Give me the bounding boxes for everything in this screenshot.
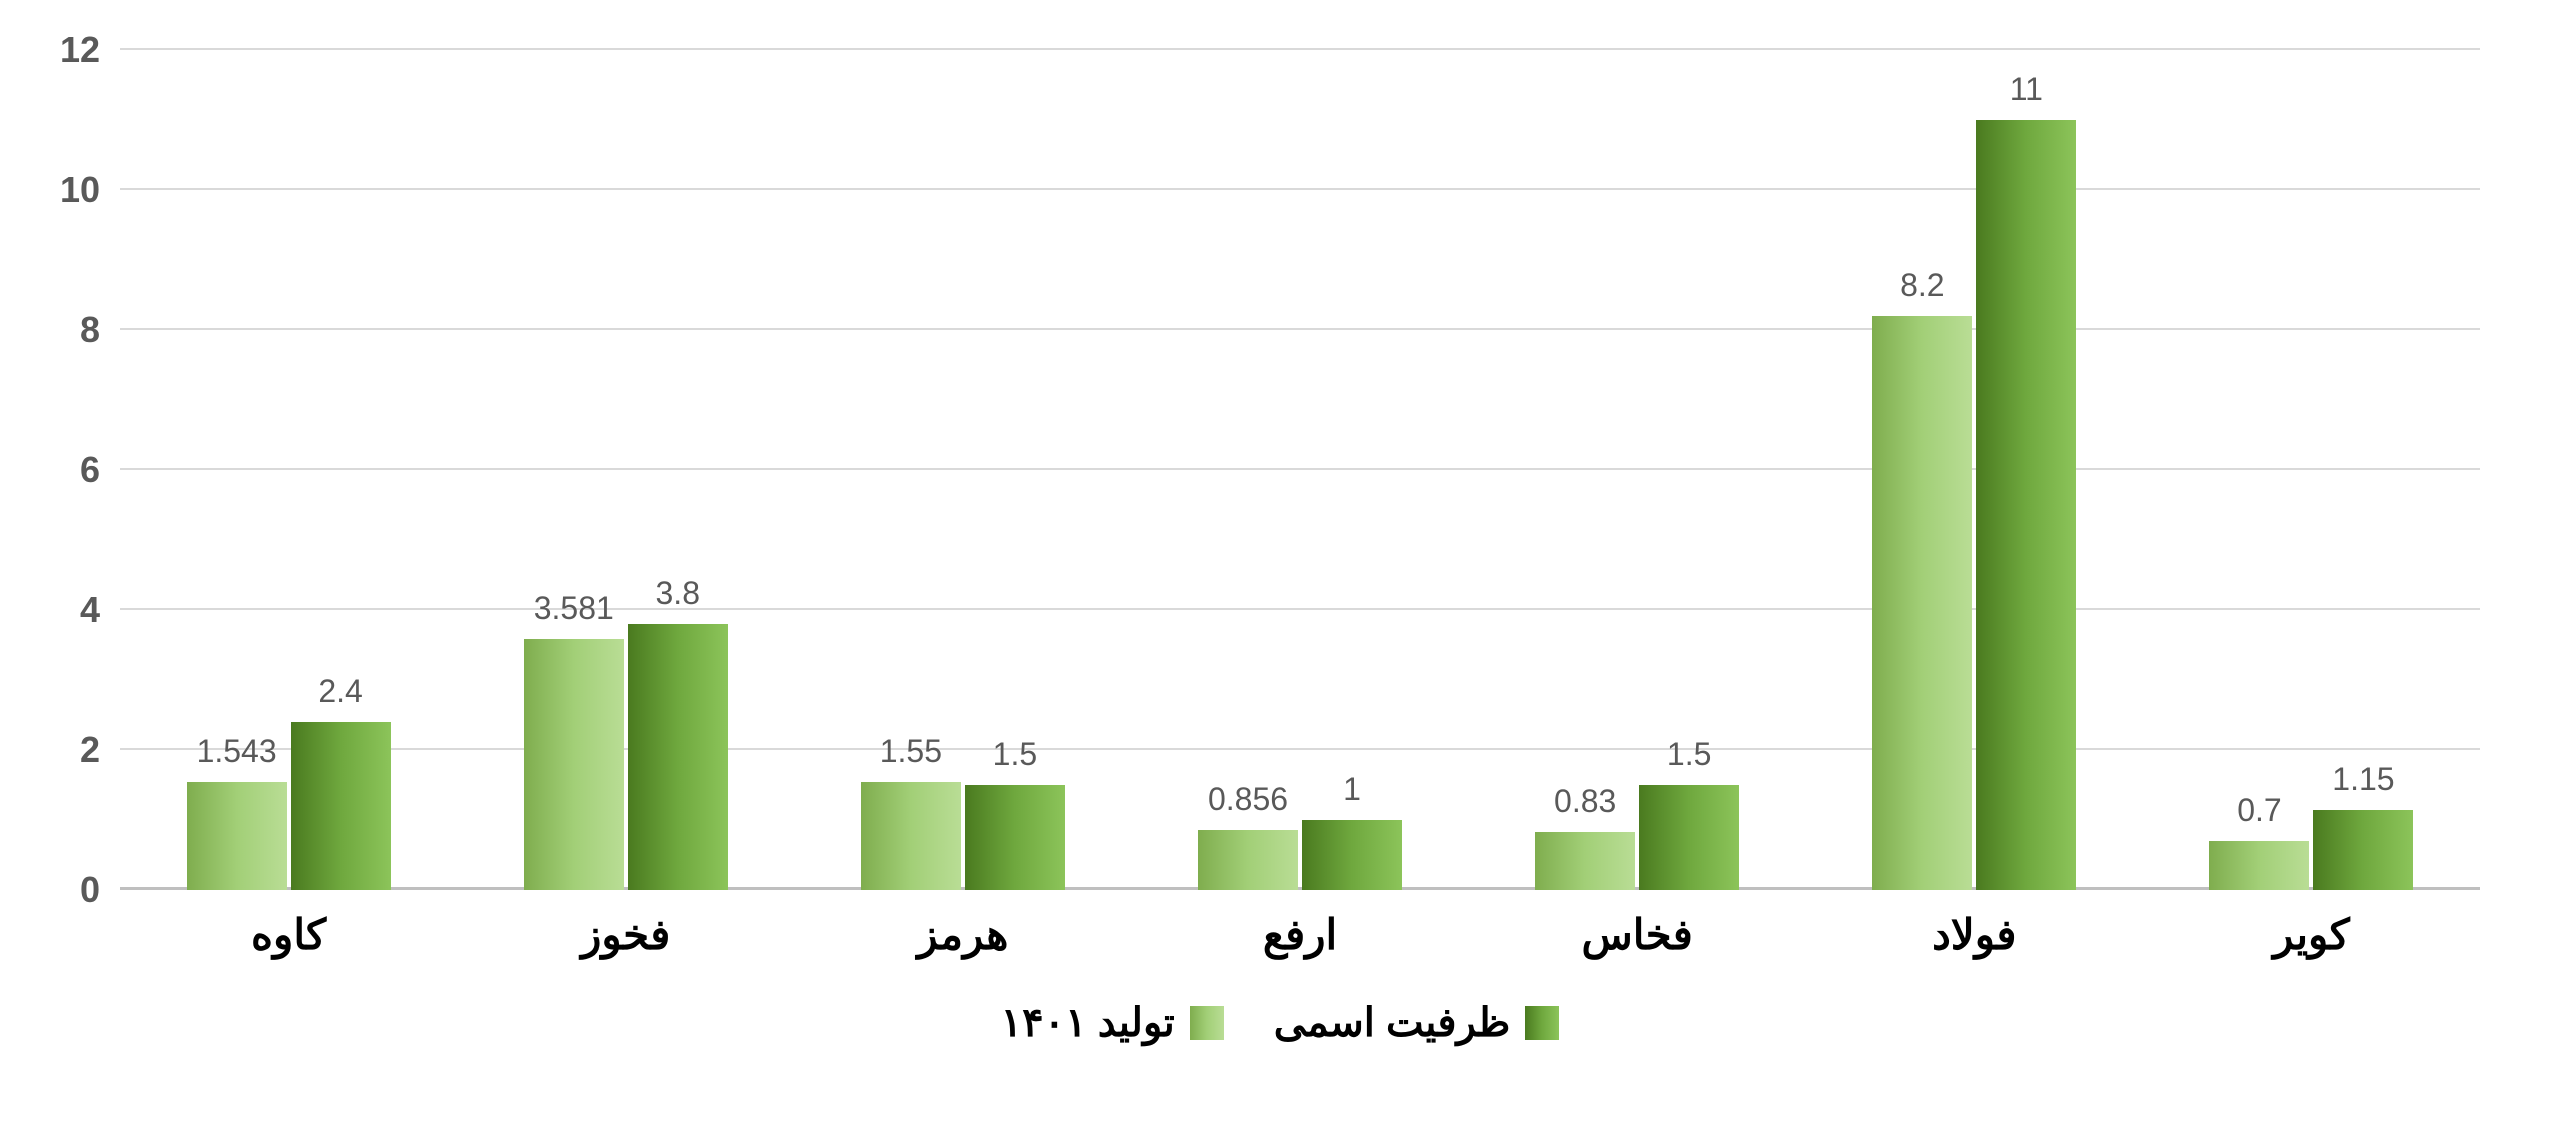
bar-wrapper: 1: [1302, 771, 1402, 890]
bar-series2: [524, 639, 624, 890]
data-label: 0.83: [1554, 783, 1616, 820]
x-label-4: فخاس: [1469, 910, 1806, 959]
bar-group-5: 11 8.2: [1806, 71, 2143, 890]
bar-wrapper: 8.2: [1872, 267, 1972, 890]
data-label: 1.5: [1667, 736, 1711, 773]
y-tick-0: 0: [80, 869, 100, 911]
y-tick-12: 12: [60, 29, 100, 71]
bar-series1: [1302, 820, 1402, 890]
y-tick-6: 6: [80, 449, 100, 491]
x-label-0: کاوه: [120, 910, 457, 959]
y-tick-10: 10: [60, 169, 100, 211]
data-label: 0.856: [1208, 781, 1288, 818]
bar-chart: 12 10 8 6 4 2 0 2.4 1.543: [40, 30, 2520, 1115]
bar-series2: [861, 782, 961, 891]
bar-group-0: 2.4 1.543: [120, 673, 457, 890]
data-label: 11: [2010, 71, 2043, 108]
bars-region: 2.4 1.543 3.8 3.581: [120, 50, 2480, 890]
x-label-3: ارفع: [1132, 910, 1469, 959]
plot-area: 2.4 1.543 3.8 3.581: [120, 50, 2480, 890]
bar-group-1: 3.8 3.581: [457, 575, 794, 890]
legend-swatch-series1: [1525, 1006, 1559, 1040]
bar-wrapper: 1.543: [187, 733, 287, 890]
y-tick-8: 8: [80, 309, 100, 351]
bar-wrapper: 0.7: [2209, 792, 2309, 890]
data-label: 3.8: [656, 575, 700, 612]
bar-wrapper: 0.83: [1535, 783, 1635, 890]
bar-series2: [1198, 830, 1298, 890]
data-label: 3.581: [534, 590, 614, 627]
legend-text-series2: تولید ۱۴۰۱: [1001, 1000, 1175, 1046]
data-label: 0.7: [2237, 792, 2281, 829]
bar-series1: [2313, 810, 2413, 891]
legend-item-series1: ظرفیت اسمی: [1274, 1000, 1560, 1046]
data-label: 1: [1343, 771, 1361, 808]
legend-text-series1: ظرفیت اسمی: [1274, 1000, 1511, 1046]
data-label: 1.5: [993, 736, 1037, 773]
bar-group-6: 1.15 0.7: [2143, 761, 2480, 891]
data-label: 1.543: [197, 733, 277, 770]
bar-group-3: 1 0.856: [1132, 771, 1469, 890]
bar-wrapper: 3.581: [524, 590, 624, 890]
data-label: 1.15: [2332, 761, 2394, 798]
bar-wrapper: 1.5: [965, 736, 1065, 890]
x-axis-labels: کاوه فخوز هرمز ارفع فخاس فولاد کویر: [120, 910, 2480, 959]
data-label: 8.2: [1900, 267, 1944, 304]
y-tick-4: 4: [80, 589, 100, 631]
bar-wrapper: 1.15: [2313, 761, 2413, 891]
legend-item-series2: تولید ۱۴۰۱: [1001, 1000, 1224, 1046]
bar-group-4: 1.5 0.83: [1469, 736, 1806, 890]
bar-series2: [2209, 841, 2309, 890]
bar-wrapper: 3.8: [628, 575, 728, 890]
bar-series1: [628, 624, 728, 890]
bar-series1: [1639, 785, 1739, 890]
bar-group-2: 1.5 1.55: [794, 733, 1131, 891]
legend-swatch-series2: [1190, 1006, 1224, 1040]
bar-wrapper: 2.4: [291, 673, 391, 890]
legend: ظرفیت اسمی تولید ۱۴۰۱: [40, 1000, 2520, 1046]
bar-series2: [1872, 316, 1972, 890]
bar-series1: [1976, 120, 2076, 890]
bar-wrapper: 0.856: [1198, 781, 1298, 890]
bar-series2: [1535, 832, 1635, 890]
bar-wrapper: 1.55: [861, 733, 961, 891]
x-label-1: فخوز: [457, 910, 794, 959]
bar-wrapper: 11: [1976, 71, 2076, 890]
x-label-6: کویر: [2143, 910, 2480, 959]
x-label-2: هرمز: [794, 910, 1131, 959]
data-label: 1.55: [880, 733, 942, 770]
y-axis: 12 10 8 6 4 2 0: [40, 50, 110, 890]
bar-series1: [965, 785, 1065, 890]
x-label-5: فولاد: [1806, 910, 2143, 959]
bar-series1: [291, 722, 391, 890]
data-label: 2.4: [318, 673, 362, 710]
bar-series2: [187, 782, 287, 890]
y-tick-2: 2: [80, 729, 100, 771]
bar-wrapper: 1.5: [1639, 736, 1739, 890]
